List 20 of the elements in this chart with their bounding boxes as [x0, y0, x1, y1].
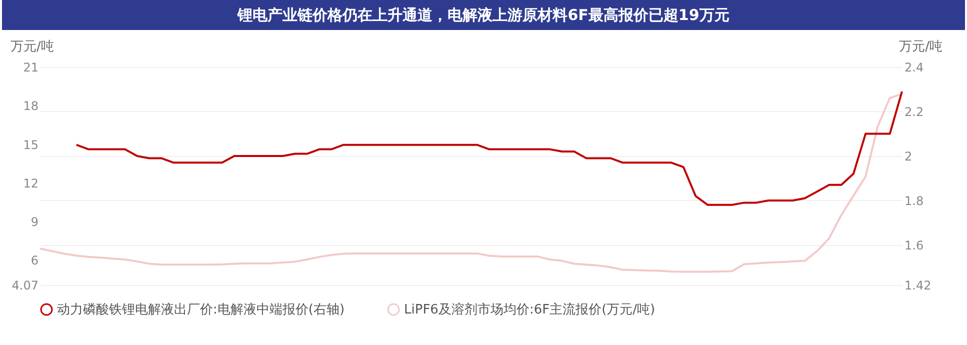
- y2-tick-label: 2.4: [904, 60, 924, 74]
- y2-tick-label: 2: [904, 149, 912, 164]
- y-tick-label: 4.07: [12, 278, 38, 292]
- legend-label: 动力磷酸铁锂电解液出厂价:电解液中端报价(右轴): [57, 302, 345, 318]
- y2-tick-label: 1.42: [904, 278, 932, 292]
- y2-tick-label: 2.2: [904, 104, 924, 119]
- y-axis-title: 万元/吨: [10, 40, 54, 54]
- legend-label: LiPF6及溶剂市场均价:6F主流报价(万元/吨): [404, 302, 656, 318]
- y-tick-label: 6: [30, 254, 38, 268]
- line-series: [39, 93, 903, 273]
- y-tick-label: 9: [30, 215, 38, 230]
- y2-tick-label: 1.8: [904, 194, 924, 208]
- chart-title: 锂电产业链价格仍在上升通道，电解液上游原材料6F最高报价已超19万元: [2, 0, 965, 30]
- y2-tick-label: 1.6: [904, 238, 924, 252]
- y-tick-label: 12: [23, 176, 38, 190]
- y-tick-label: 21: [23, 60, 38, 74]
- line-series: [75, 90, 903, 206]
- y-tick-label: 15: [23, 138, 38, 152]
- y-tick-label: 18: [23, 99, 38, 114]
- y2-axis-title: 万元/吨: [899, 40, 942, 54]
